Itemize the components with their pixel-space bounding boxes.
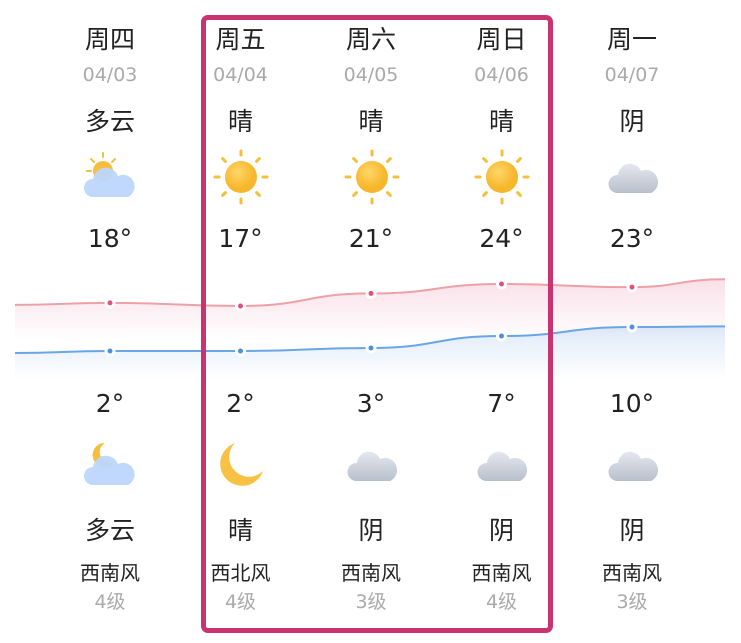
sun-icon [474, 149, 530, 205]
day-name: 周日 [476, 25, 527, 54]
wind-direction: 西北风 [210, 561, 271, 585]
forecast-day-4[interactable]: 周一 04/07 阴 23° 10° 阴 西南风 3级 [567, 0, 698, 643]
high-temp: 23° [609, 224, 655, 253]
wind-direction: 西南风 [80, 561, 140, 585]
data-point [104, 345, 116, 357]
day-name: 周一 [606, 25, 657, 54]
high-temp: 18° [87, 224, 133, 253]
sun-icon [344, 149, 400, 205]
low-temp: 10° [609, 389, 655, 418]
data-point [104, 297, 116, 309]
temperature-chart [14, 278, 726, 380]
forecast-day-2[interactable]: 周六 04/05 晴 21° 3° 阴 西南风 3级 [306, 0, 437, 643]
data-point [626, 281, 638, 293]
date: 04/07 [604, 64, 660, 86]
partly-cloudy-day-icon [83, 149, 139, 205]
high-temp: 24° [479, 224, 524, 253]
day-condition: 阴 [619, 107, 645, 136]
date: 04/06 [474, 64, 529, 86]
day-condition: 晴 [227, 107, 253, 136]
day-name: 周四 [84, 25, 135, 54]
cloud-icon [474, 437, 530, 493]
cloud-icon [605, 149, 661, 205]
night-condition: 阴 [358, 516, 384, 545]
night-condition: 阴 [488, 516, 514, 545]
night-condition: 阴 [619, 516, 645, 545]
forecast-day-3[interactable]: 周日 04/06 晴 24° 7° 阴 西南风 4级 [436, 0, 567, 643]
data-point [626, 321, 638, 333]
day-name: 周六 [345, 25, 396, 54]
wind-direction: 西南风 [602, 561, 662, 585]
data-point [235, 345, 246, 357]
day-condition: 晴 [488, 107, 514, 136]
wind-level: 3级 [355, 591, 387, 613]
selected-range-highlight [201, 15, 553, 633]
low-temp: 7° [487, 389, 516, 418]
day-name: 周五 [215, 25, 266, 54]
data-point [365, 342, 377, 354]
day-condition: 晴 [358, 107, 384, 136]
low-temp: 3° [356, 389, 386, 418]
moon-icon [213, 437, 269, 493]
high-temp: 17° [218, 224, 263, 253]
forecast-day-1[interactable]: 周五 04/04 晴 17° 2° 晴 西北风 4级 [175, 0, 306, 643]
low-temp: 2° [95, 389, 125, 418]
cloud-icon [344, 437, 400, 493]
sun-icon [213, 149, 269, 205]
wind-level: 3级 [616, 591, 648, 613]
wind-level: 4级 [94, 591, 126, 613]
wind-direction: 西南风 [471, 561, 532, 585]
data-point [235, 300, 246, 312]
wind-direction: 西南风 [341, 561, 401, 585]
data-point [496, 330, 507, 342]
cloud-icon [605, 437, 661, 493]
date: 04/04 [213, 64, 268, 86]
date: 04/03 [82, 64, 138, 86]
night-condition: 多云 [84, 516, 135, 545]
day-condition: 多云 [84, 107, 135, 136]
high-temp: 21° [348, 224, 394, 253]
wind-level: 4级 [224, 591, 257, 613]
series-area-0 [15, 279, 725, 340]
wind-level: 4级 [485, 591, 518, 613]
night-condition: 晴 [227, 516, 253, 545]
data-point [496, 278, 507, 290]
partly-cloudy-night-icon [83, 437, 139, 493]
low-temp: 2° [226, 389, 255, 418]
data-point [365, 287, 377, 299]
forecast-day-0[interactable]: 周四 04/03 多云 18° 2° 多云 西南风 4级 [45, 0, 176, 643]
date: 04/05 [343, 64, 399, 86]
